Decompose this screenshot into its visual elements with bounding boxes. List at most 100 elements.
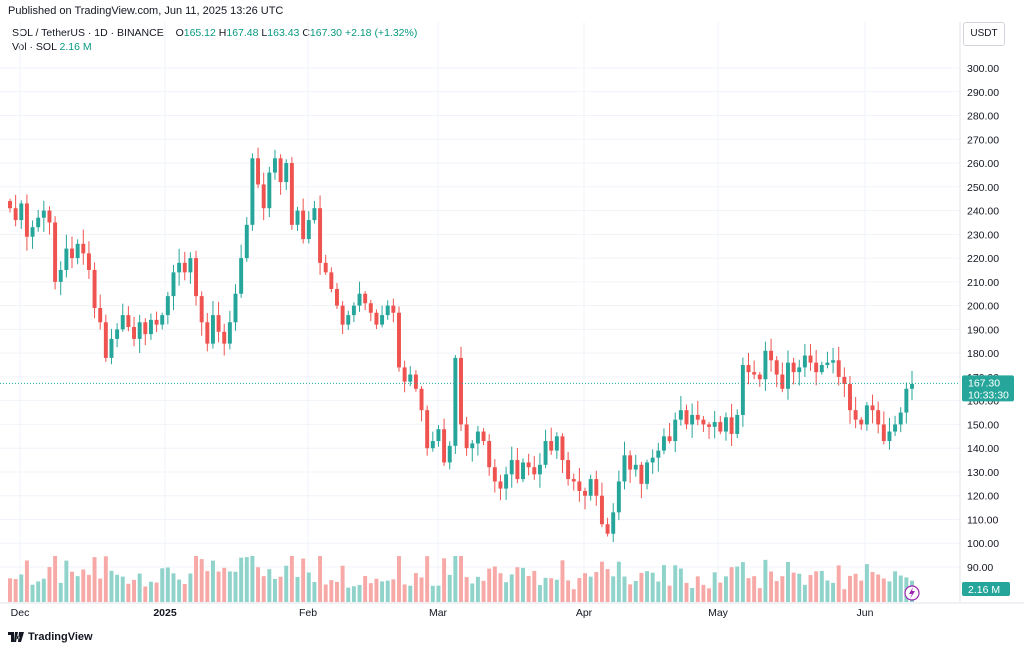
candle-body [554, 436, 559, 451]
volume-bar [678, 568, 683, 602]
volume-bar [205, 571, 210, 602]
candle-body [24, 203, 29, 237]
candle-body [430, 441, 435, 449]
volume-bar [808, 575, 813, 602]
volume-bar [391, 579, 396, 602]
candle-body [707, 424, 712, 427]
volume-bar [453, 556, 458, 602]
candle-body [194, 258, 199, 297]
volume-bar [256, 567, 261, 602]
candle-body [870, 405, 875, 411]
candle-body [746, 365, 751, 373]
published-note: Published on TradingView.com, Jun 11, 20… [8, 5, 284, 17]
volume-bar [160, 568, 165, 602]
volume-bar [526, 575, 531, 602]
y-tick-label: 140.00 [967, 443, 999, 455]
y-tick-label: 180.00 [967, 348, 999, 360]
candle-body [408, 374, 413, 382]
volume-bar [137, 573, 142, 602]
volume-bar [284, 565, 289, 602]
symbol-title[interactable]: SOL / TetherUS · 1D · BINANCE [12, 27, 164, 39]
volume-bar [707, 588, 712, 602]
symbol-legend[interactable]: SOL / TetherUS · 1D · BINANCE O165.12 H1… [12, 27, 417, 39]
candle-body [92, 269, 97, 308]
candle-body [53, 222, 58, 282]
last-price-label: 167.30 [968, 377, 1000, 389]
volume-bar [718, 582, 723, 602]
candle-body [898, 412, 903, 425]
y-tick-label: 250.00 [967, 182, 999, 194]
y-tick-label: 240.00 [967, 206, 999, 218]
volume-bar [58, 582, 63, 602]
candle-body [188, 258, 193, 273]
volume-bar [667, 585, 672, 602]
low-label: L [261, 27, 268, 39]
volume-bar [628, 584, 633, 602]
tradingview-brand: TradingView [28, 631, 93, 643]
volume-badge-label: 2.16 M [968, 584, 1000, 596]
candle-body [498, 481, 503, 489]
volume-bar [735, 566, 740, 602]
x-tick-label: Mar [429, 607, 448, 619]
candle-body [757, 374, 762, 380]
volume-bar [227, 571, 232, 602]
candle-body [250, 158, 255, 225]
y-tick-label: 100.00 [967, 538, 999, 550]
candle-body [318, 208, 323, 263]
volume-bar [351, 586, 356, 602]
volume-bar [385, 580, 390, 602]
candle-body [831, 360, 836, 363]
candle-body [566, 460, 571, 480]
currency-button[interactable]: USDT [963, 22, 1005, 46]
high-value: 167.48 [226, 27, 259, 39]
volume-bar [323, 584, 328, 602]
volume-bar [763, 559, 768, 602]
volume-bar [318, 556, 323, 602]
volume-bar [532, 570, 537, 602]
volume-bar [746, 578, 751, 602]
candle-body [284, 163, 289, 183]
y-tick-label: 230.00 [967, 229, 999, 241]
volume-bar [30, 584, 35, 602]
candle-body [210, 315, 215, 344]
volume-bar [712, 572, 717, 602]
candle-body [289, 163, 294, 225]
volume-bar [571, 589, 576, 602]
volume-bar [853, 573, 858, 602]
volume-legend[interactable]: Vol · SOL 2.16 M [12, 41, 92, 53]
volume-bar [690, 587, 695, 602]
candle-body [442, 429, 447, 463]
candle-body [673, 419, 678, 442]
candle-body [532, 467, 537, 475]
candle-body [537, 464, 542, 475]
volume-bar [769, 571, 774, 602]
candle-body [340, 305, 345, 325]
candle-body [836, 360, 841, 377]
volume-bar [645, 571, 650, 602]
candle-body [36, 217, 41, 228]
volume-bar [757, 588, 762, 602]
candle-body [622, 455, 627, 482]
candle-body [177, 262, 182, 273]
volume-bar [475, 576, 480, 602]
candle-body [723, 417, 728, 432]
candle-body [526, 462, 531, 468]
candle-body [504, 474, 509, 489]
volume-bar [436, 585, 441, 602]
volume-bar [893, 571, 898, 602]
last-price-badge [962, 375, 1014, 402]
candle-body [549, 441, 554, 451]
candle-body [227, 322, 232, 344]
volume-bar [442, 558, 447, 602]
volume-bar [487, 568, 492, 602]
x-tick-label: 2025 [153, 607, 177, 619]
candle-body [70, 248, 74, 259]
volume-bar [864, 564, 869, 602]
volume-bar [740, 562, 745, 602]
candle-body [413, 374, 418, 389]
tradingview-logo[interactable]: TradingView [8, 631, 93, 643]
volume-bar [64, 560, 69, 602]
volume-bar [278, 576, 283, 602]
candle-body [374, 312, 379, 325]
